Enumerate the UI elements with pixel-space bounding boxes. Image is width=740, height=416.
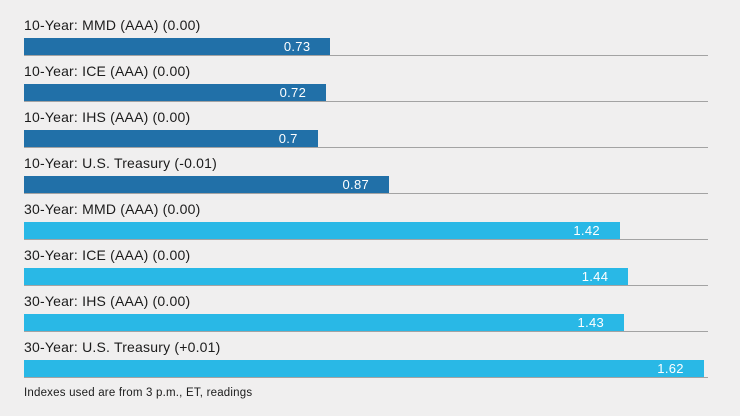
bar-label: 10-Year: ICE (AAA) (0.00) (24, 63, 191, 79)
bar-track: 0.7 (24, 130, 708, 148)
bar-value-label: 0.73 (283, 38, 311, 54)
chart-row: 30-Year: ICE (AAA) (0.00) 1.44 (24, 245, 708, 286)
bar-track: 0.72 (24, 84, 708, 102)
chart-row: 30-Year: IHS (AAA) (0.00) 1.43 (24, 291, 708, 332)
bar: 0.72 (24, 84, 327, 101)
chart-row: 10-Year: MMD (AAA) (0.00) 0.73 (24, 15, 708, 56)
bar-track: 0.73 (24, 38, 708, 56)
chart-row: 10-Year: IHS (AAA) (0.00) 0.7 (24, 107, 708, 148)
bar: 0.7 (24, 130, 318, 147)
bar: 1.42 (24, 222, 620, 239)
bar: 1.44 (24, 268, 629, 285)
bar-value-label: 1.44 (581, 268, 609, 284)
bar-value-label: 1.62 (657, 360, 684, 376)
bar-track: 1.42 (24, 222, 708, 240)
bar-label: 30-Year: U.S. Treasury (+0.01) (24, 339, 221, 355)
bar: 1.43 (24, 314, 625, 331)
chart-row: 10-Year: U.S. Treasury (-0.01) 0.87 (24, 153, 708, 194)
bar: 1.62 (24, 360, 704, 377)
bar-label: 10-Year: IHS (AAA) (0.00) (24, 109, 191, 125)
bar-track: 1.43 (24, 314, 708, 332)
bar-track: 0.87 (24, 176, 708, 194)
bar-label: 10-Year: MMD (AAA) (0.00) (24, 17, 201, 33)
bar-track: 1.44 (24, 268, 708, 286)
bar-value-label: 0.7 (278, 130, 298, 146)
bar-value-label: 1.43 (577, 314, 605, 330)
bar: 0.87 (24, 176, 390, 193)
chart-row: 10-Year: ICE (AAA) (0.00) 0.72 (24, 61, 708, 102)
bar-label: 10-Year: U.S. Treasury (-0.01) (24, 155, 218, 171)
bar-label: 30-Year: IHS (AAA) (0.00) (24, 293, 191, 309)
chart-row: 30-Year: U.S. Treasury (+0.01) 1.62 (24, 337, 708, 378)
chart-rows: 10-Year: MMD (AAA) (0.00) 0.73 10-Year: IC… (24, 15, 708, 378)
bar-track: 1.62 (24, 360, 708, 378)
chart-row: 30-Year: MMD (AAA) (0.00) 1.42 (24, 199, 708, 240)
chart-footnote: Indexes used are from 3 p.m., ET, readin… (24, 387, 253, 399)
bar: 0.73 (24, 38, 331, 55)
bar-value-label: 1.42 (573, 222, 600, 238)
bar-value-label: 0.87 (342, 176, 370, 192)
bar-value-label: 0.72 (279, 84, 307, 100)
bar-label: 30-Year: ICE (AAA) (0.00) (24, 247, 191, 263)
bar-label: 30-Year: MMD (AAA) (0.00) (24, 201, 201, 217)
